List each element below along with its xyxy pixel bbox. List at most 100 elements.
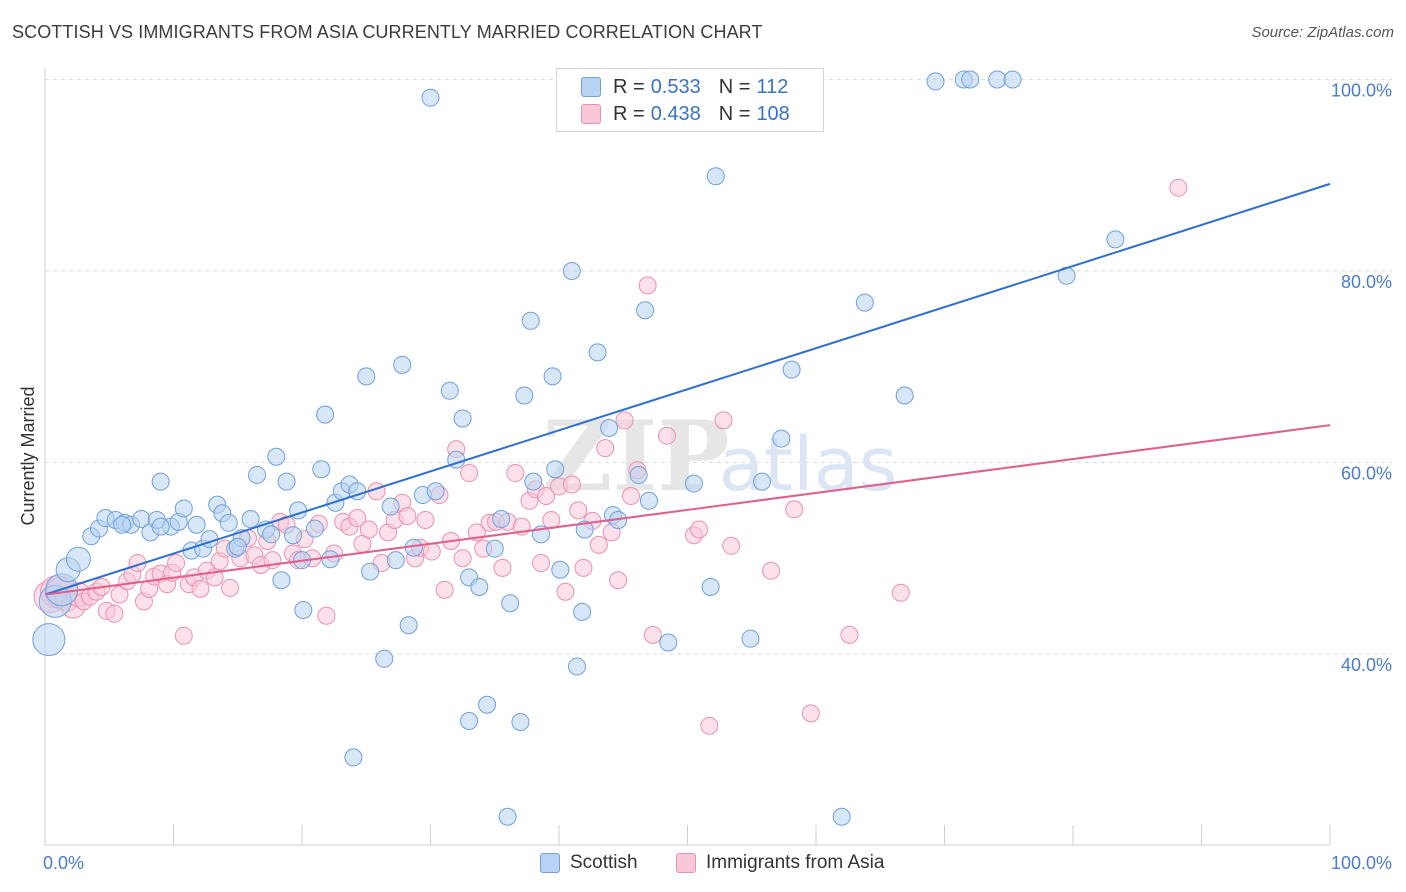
scottish-point	[65, 546, 91, 572]
scottish-point	[478, 695, 497, 714]
asia-point	[1169, 178, 1188, 197]
scottish-point	[741, 629, 760, 648]
asia-point	[589, 535, 608, 554]
asia-point	[556, 582, 575, 601]
scottish-point	[174, 499, 193, 518]
scottish-point	[219, 513, 238, 532]
scottish-point	[151, 472, 170, 491]
scottish-point	[284, 526, 303, 545]
scottish-point	[32, 623, 66, 657]
asia-point	[714, 411, 733, 430]
asia-point	[493, 558, 512, 577]
scottish-point	[399, 616, 418, 635]
asia-point	[562, 475, 581, 494]
scottish-point	[832, 807, 851, 826]
asia-point	[609, 571, 628, 590]
scottish-point	[440, 381, 459, 400]
trend-lines	[44, 182, 1331, 596]
asia-point	[542, 510, 561, 529]
legend-label-scottish: Scottish	[570, 852, 638, 873]
scottish-point	[1106, 230, 1125, 249]
asia-point	[657, 426, 676, 445]
scottish-point	[524, 472, 543, 491]
scottish-point	[855, 293, 874, 312]
correlation-legend: R = 0.533 N = 112 R = 0.438 N = 108	[556, 68, 824, 132]
scottish-point	[543, 367, 562, 386]
legend-n-label: N =	[718, 75, 751, 98]
asia-point	[174, 626, 193, 645]
scottish-point	[312, 460, 331, 479]
asia-point	[615, 411, 634, 430]
asia-point	[460, 464, 479, 483]
scottish-point	[684, 474, 703, 493]
asia-point	[317, 606, 336, 625]
scottish-point	[567, 657, 586, 676]
asia-point	[621, 487, 640, 506]
scottish-point	[772, 429, 791, 448]
scottish-point	[573, 602, 592, 621]
trend-line-asia	[44, 424, 1331, 596]
y-axis-label: Currently Married	[18, 386, 38, 525]
legend-swatch-scottish	[581, 77, 601, 97]
scottish-point	[262, 525, 281, 544]
scottish-point	[492, 509, 511, 528]
scottish-point	[426, 482, 445, 501]
legend-item-scottish[interactable]: Scottish	[540, 852, 638, 874]
scottish-point	[187, 515, 206, 534]
asia-point	[569, 501, 588, 520]
scottish-point	[961, 70, 980, 89]
legend-n-label: N =	[718, 102, 751, 125]
scottish-point	[501, 594, 520, 613]
tick-labels: 40.0% 60.0% 80.0% 100.0% 0.0% 100.0%	[43, 81, 1392, 874]
watermark: ZIP atlas	[542, 400, 897, 513]
scottish-point	[629, 465, 648, 484]
asia-point	[638, 276, 657, 295]
y-tick-label-40: 40.0%	[1341, 655, 1392, 675]
scottish-point	[485, 539, 504, 558]
asia-point	[785, 500, 804, 519]
watermark-atlas: atlas	[719, 422, 898, 508]
legend-row-asia: R = 0.438 N = 108	[581, 102, 808, 126]
scottish-point	[895, 386, 914, 405]
asia-point	[840, 625, 859, 644]
asia-point	[167, 554, 186, 573]
scottish-point	[393, 355, 412, 374]
scottish-point	[551, 560, 570, 579]
series-scottish	[32, 70, 1125, 826]
trend-line-scottish	[44, 182, 1331, 596]
scottish-point	[782, 360, 801, 379]
asia-point	[191, 579, 210, 598]
asia-point	[422, 542, 441, 561]
asia-point	[398, 507, 417, 526]
y-tick-label-80: 80.0%	[1341, 272, 1392, 292]
scottish-point	[453, 409, 472, 428]
asia-point	[359, 520, 378, 539]
chart-title: SCOTTISH VS IMMIGRANTS FROM ASIA CURRENT…	[12, 22, 763, 42]
scottish-point	[988, 70, 1007, 89]
scottish-point	[113, 515, 132, 534]
scottish-point	[600, 419, 619, 438]
legend-item-asia[interactable]: Immigrants from Asia	[676, 852, 884, 874]
scottish-point	[294, 600, 313, 619]
scottish-point	[588, 343, 607, 362]
legend-swatch-scottish	[540, 853, 560, 873]
asia-point	[532, 554, 551, 573]
scottish-point	[344, 748, 363, 767]
scottish-point	[200, 530, 219, 549]
scottish-point	[546, 460, 565, 479]
asia-point	[221, 578, 240, 597]
series-legend: Scottish Immigrants from Asia	[0, 852, 1406, 878]
scottish-point	[926, 72, 945, 91]
scottish-point	[151, 517, 170, 536]
asia-point	[643, 625, 662, 644]
scottish-point	[241, 509, 260, 528]
asia-point	[348, 509, 367, 528]
source-label: Source: ZipAtlas.com	[1251, 24, 1394, 41]
asia-point	[105, 604, 124, 623]
legend-r-label: R =	[613, 75, 645, 98]
scottish-point	[1003, 70, 1022, 89]
legend-r-value-scottish: 0.533	[650, 75, 701, 98]
asia-point	[537, 487, 556, 506]
asia-point	[722, 536, 741, 555]
